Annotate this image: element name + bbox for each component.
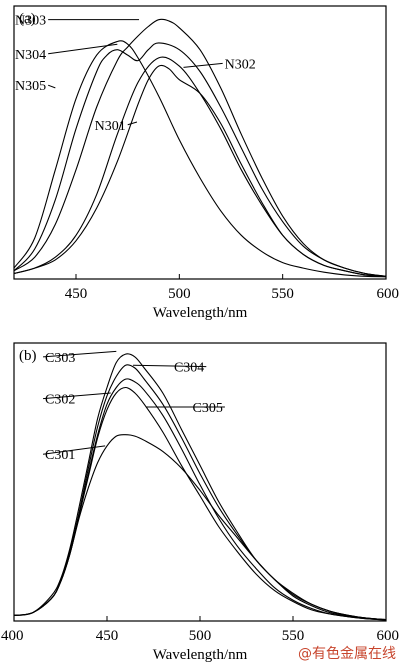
leader-line-n304 [48,43,118,55]
x-tick-label: 450 [96,628,119,644]
leader-line-c304 [133,364,207,368]
plot-frame [13,5,387,280]
plot-frame [13,342,387,622]
series-label-n302: N302 [225,57,256,72]
x-axis-label: Wavelength/nm [153,305,248,321]
series-line-c302 [13,386,387,621]
x-tick-label: 500 [168,286,191,302]
x-tick-label: 600 [377,628,400,644]
series-label-n301: N301 [95,119,126,134]
series-label-c302: C302 [45,393,75,408]
series-line-c304 [13,364,387,621]
panel-a: (a) 450 500 550 600 Wavelength/nm N301 N302 N303… [13,5,400,321]
series-line-n305 [13,40,387,278]
x-tick-label: 500 [189,628,212,644]
series-label-c301: C301 [45,448,75,463]
series-label-n303: N303 [15,14,46,29]
series-line-n304 [13,42,387,277]
series-line-n301 [13,64,387,277]
x-tick-label: 550 [282,628,305,644]
series-label-c305: C305 [193,401,223,416]
series-label-c304: C304 [174,361,204,376]
panel-label: (a) [19,11,36,27]
watermark-text: @有色金属在线 [298,645,396,662]
panel-label: (b) [19,348,37,364]
series-label-n305: N305 [15,79,46,94]
x-tick-label: 400 [1,628,24,644]
leader-line-n301 [127,121,138,126]
series-line-c303 [13,353,387,621]
series-line-c305 [13,378,387,621]
panel-b: (b) 400 450 500 550 600 Wavelength/nm C301 C302 C… [1,342,400,663]
leader-line-n302 [183,62,223,68]
leader-line-c302 [42,392,111,400]
series-line-n303 [13,18,387,277]
x-tick-label: 600 [377,286,400,302]
series-label-n304: N304 [15,48,46,63]
series-line-n302 [13,56,387,277]
series-label-c303: C303 [45,351,75,366]
x-tick-label: 550 [271,286,294,302]
leader-line-c303 [42,350,117,358]
leader-line-n305 [47,84,56,89]
x-tick-label: 450 [65,286,88,302]
x-axis-label: Wavelength/nm [153,647,248,663]
